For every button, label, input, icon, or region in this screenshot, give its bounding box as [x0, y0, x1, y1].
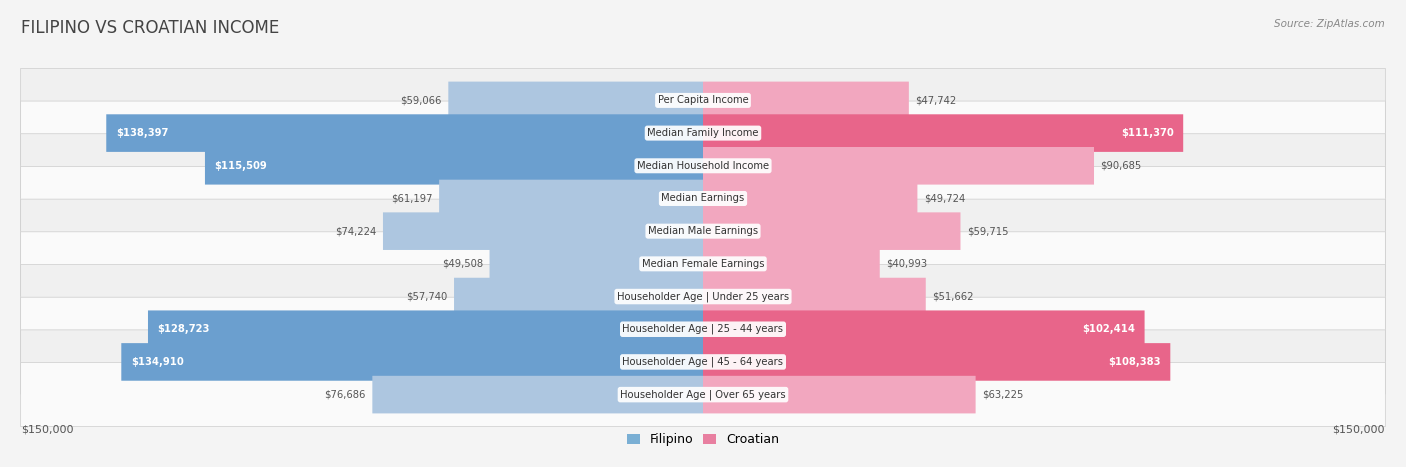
FancyBboxPatch shape — [148, 311, 703, 348]
Text: $76,686: $76,686 — [325, 389, 366, 400]
Text: FILIPINO VS CROATIAN INCOME: FILIPINO VS CROATIAN INCOME — [21, 19, 280, 37]
FancyBboxPatch shape — [703, 278, 925, 315]
Text: Per Capita Income: Per Capita Income — [658, 95, 748, 106]
Text: Householder Age | 45 - 64 years: Householder Age | 45 - 64 years — [623, 357, 783, 367]
FancyBboxPatch shape — [703, 343, 1170, 381]
Text: $102,414: $102,414 — [1081, 324, 1135, 334]
Text: $59,066: $59,066 — [401, 95, 441, 106]
FancyBboxPatch shape — [21, 166, 1385, 231]
Text: $59,715: $59,715 — [967, 226, 1008, 236]
FancyBboxPatch shape — [703, 376, 976, 413]
FancyBboxPatch shape — [107, 114, 703, 152]
FancyBboxPatch shape — [382, 212, 703, 250]
FancyBboxPatch shape — [373, 376, 703, 413]
Text: $49,724: $49,724 — [924, 193, 965, 204]
Legend: Filipino, Croatian: Filipino, Croatian — [623, 428, 783, 452]
FancyBboxPatch shape — [21, 330, 1385, 394]
Text: $90,685: $90,685 — [1101, 161, 1142, 171]
FancyBboxPatch shape — [703, 180, 917, 217]
FancyBboxPatch shape — [489, 245, 703, 283]
FancyBboxPatch shape — [449, 82, 703, 119]
FancyBboxPatch shape — [703, 311, 1144, 348]
FancyBboxPatch shape — [21, 68, 1385, 133]
Text: Householder Age | Over 65 years: Householder Age | Over 65 years — [620, 389, 786, 400]
Text: $74,224: $74,224 — [335, 226, 377, 236]
Text: $51,662: $51,662 — [932, 291, 974, 302]
Text: $150,000: $150,000 — [1333, 425, 1385, 435]
Text: Householder Age | Under 25 years: Householder Age | Under 25 years — [617, 291, 789, 302]
Text: $150,000: $150,000 — [21, 425, 73, 435]
FancyBboxPatch shape — [205, 147, 703, 184]
Text: $63,225: $63,225 — [981, 389, 1024, 400]
FancyBboxPatch shape — [121, 343, 703, 381]
FancyBboxPatch shape — [21, 362, 1385, 427]
Text: Median Household Income: Median Household Income — [637, 161, 769, 171]
Text: Median Male Earnings: Median Male Earnings — [648, 226, 758, 236]
Text: $57,740: $57,740 — [406, 291, 447, 302]
FancyBboxPatch shape — [454, 278, 703, 315]
Text: $49,508: $49,508 — [441, 259, 484, 269]
FancyBboxPatch shape — [21, 134, 1385, 198]
Text: $134,910: $134,910 — [131, 357, 184, 367]
Text: $111,370: $111,370 — [1121, 128, 1174, 138]
Text: Median Family Income: Median Family Income — [647, 128, 759, 138]
Text: Source: ZipAtlas.com: Source: ZipAtlas.com — [1274, 19, 1385, 28]
Text: $61,197: $61,197 — [391, 193, 433, 204]
FancyBboxPatch shape — [703, 114, 1184, 152]
Text: $138,397: $138,397 — [115, 128, 169, 138]
FancyBboxPatch shape — [21, 232, 1385, 296]
FancyBboxPatch shape — [21, 264, 1385, 329]
Text: Householder Age | 25 - 44 years: Householder Age | 25 - 44 years — [623, 324, 783, 334]
Text: $115,509: $115,509 — [215, 161, 267, 171]
FancyBboxPatch shape — [21, 199, 1385, 263]
Text: $47,742: $47,742 — [915, 95, 956, 106]
Text: Median Female Earnings: Median Female Earnings — [641, 259, 765, 269]
FancyBboxPatch shape — [703, 245, 880, 283]
FancyBboxPatch shape — [21, 297, 1385, 361]
FancyBboxPatch shape — [703, 147, 1094, 184]
Text: Median Earnings: Median Earnings — [661, 193, 745, 204]
FancyBboxPatch shape — [21, 101, 1385, 165]
FancyBboxPatch shape — [703, 82, 908, 119]
FancyBboxPatch shape — [703, 212, 960, 250]
Text: $40,993: $40,993 — [886, 259, 928, 269]
Text: $108,383: $108,383 — [1108, 357, 1160, 367]
Text: $128,723: $128,723 — [157, 324, 209, 334]
FancyBboxPatch shape — [439, 180, 703, 217]
